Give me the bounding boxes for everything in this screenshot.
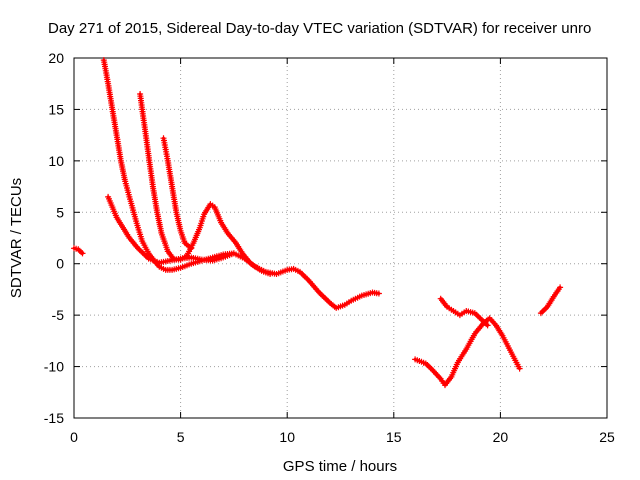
data-point: [230, 250, 237, 257]
data-point: [375, 290, 382, 297]
y-tick-label: -15: [44, 410, 64, 426]
y-tick-label: 15: [48, 101, 64, 117]
series-line: [138, 92, 272, 276]
data-point: [188, 245, 195, 252]
y-tick-label: 20: [48, 50, 64, 66]
series-s8: [537, 284, 564, 317]
grid-lines: [74, 58, 607, 418]
x-tick-label: 15: [386, 429, 402, 445]
x-axis-label: GPS time / hours: [283, 458, 397, 475]
chart-title: Day 271 of 2015, Sidereal Day-to-day VTE…: [48, 20, 591, 37]
data-point: [79, 250, 86, 257]
y-tick-label: 10: [48, 153, 64, 169]
y-tick-label: 5: [56, 204, 64, 220]
axis-ticks: 0 5 10 15 20 25 -15 -10 -5 0 5 10 15 20: [44, 50, 615, 445]
series-s3: [105, 193, 237, 266]
data-point: [557, 284, 564, 291]
series-line: [162, 136, 193, 250]
y-axis-label: SDTVAR / TECUs: [8, 178, 25, 298]
y-tick-label: 0: [56, 256, 64, 272]
y-tick-label: -5: [52, 307, 65, 323]
plot-frame: [73, 57, 608, 419]
series-s1: [71, 245, 86, 257]
series-s4: [137, 91, 274, 277]
data-point: [267, 271, 274, 277]
x-tick-label: 5: [177, 429, 185, 445]
series-line: [413, 316, 522, 387]
x-tick-label: 0: [70, 429, 78, 445]
series-s6: [412, 315, 523, 389]
series-s5: [160, 135, 195, 252]
x-tick-label: 25: [599, 429, 615, 445]
x-tick-label: 20: [493, 429, 509, 445]
series-line: [102, 58, 381, 310]
x-tick-label: 10: [279, 429, 295, 445]
series-s7: [437, 295, 491, 329]
series-s2: [100, 57, 382, 311]
y-tick-label: -10: [44, 359, 64, 375]
data-point: [516, 365, 523, 372]
data-series: [71, 57, 564, 389]
data-point: [484, 322, 491, 329]
